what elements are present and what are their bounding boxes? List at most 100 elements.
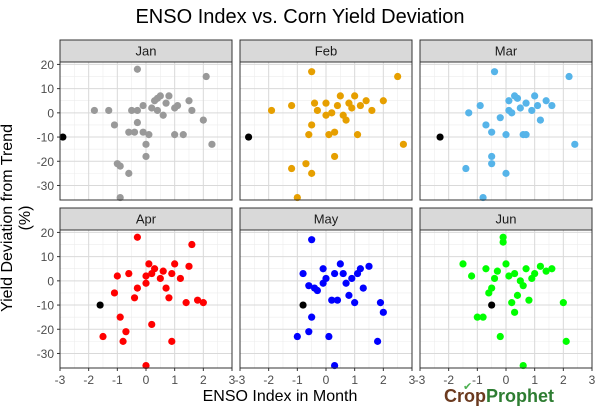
x-tick-label: -3: [415, 373, 426, 387]
x-tick-label: 2: [560, 373, 567, 387]
data-point: [142, 361, 150, 370]
data-point: [322, 111, 330, 119]
data-point: [310, 99, 319, 107]
data-point: [348, 274, 356, 283]
data-point: [536, 262, 545, 270]
data-point: [313, 286, 321, 295]
facet-label-feb: Feb: [315, 44, 337, 59]
data-point: [459, 260, 467, 268]
logo-text-prophet: Prophet: [486, 386, 555, 406]
data-point: [331, 269, 339, 278]
data-point: [348, 104, 356, 112]
highlight-point: [245, 133, 253, 141]
data-point: [479, 193, 487, 202]
data-point: [513, 94, 522, 102]
data-point: [308, 236, 316, 244]
data-point: [148, 104, 156, 112]
data-point: [325, 131, 333, 139]
data-point: [490, 68, 499, 76]
data-point: [142, 279, 150, 287]
data-point: [305, 131, 313, 139]
data-point: [331, 152, 339, 161]
data-point: [156, 274, 164, 283]
data-point: [522, 265, 530, 273]
data-point: [139, 101, 147, 110]
x-tick-label: 0: [143, 373, 150, 387]
x-tick-label: 1: [531, 373, 538, 387]
data-point: [465, 109, 473, 117]
data-point: [333, 101, 342, 110]
y-tick-label: 0: [47, 274, 54, 288]
data-point: [173, 101, 182, 110]
data-point: [528, 106, 536, 115]
y-tick-label: -10: [37, 131, 55, 145]
data-point: [476, 101, 484, 110]
data-point: [130, 294, 139, 302]
data-point: [165, 92, 173, 100]
data-point: [482, 121, 490, 129]
data-point: [394, 72, 402, 81]
data-point: [488, 152, 496, 161]
data-point: [502, 260, 510, 268]
data-point: [525, 296, 533, 304]
x-tick-label: -1: [292, 373, 303, 387]
data-point: [185, 262, 193, 270]
data-point: [519, 282, 527, 290]
data-point: [145, 131, 153, 139]
data-point: [208, 140, 216, 148]
data-point: [536, 116, 545, 124]
data-point: [522, 99, 530, 107]
data-point: [176, 274, 184, 283]
data-point: [499, 238, 507, 246]
data-point: [99, 332, 107, 341]
data-point: [308, 121, 316, 129]
data-point: [548, 265, 556, 273]
data-point: [379, 308, 387, 316]
data-point: [368, 106, 376, 115]
data-point: [493, 267, 501, 275]
cropprophet-logo: ✔ CropProphet: [444, 381, 594, 414]
leaf-icon: ✔: [463, 381, 473, 393]
data-point: [379, 97, 387, 105]
data-point: [165, 294, 173, 302]
data-point: [490, 274, 499, 283]
data-point: [533, 101, 542, 110]
x-tick-label: 2: [200, 373, 207, 387]
data-point: [562, 337, 570, 345]
x-tick-label: -2: [443, 373, 454, 387]
data-point: [145, 260, 153, 268]
data-point: [571, 140, 579, 148]
data-point: [473, 313, 481, 321]
data-point: [159, 111, 167, 119]
data-point: [168, 269, 176, 278]
data-point: [502, 131, 510, 139]
y-tick-label: -30: [37, 347, 55, 361]
data-point: [345, 291, 353, 299]
data-point: [199, 116, 207, 124]
x-tick-label: -2: [83, 373, 94, 387]
panel-border: [239, 61, 413, 201]
data-point: [513, 291, 522, 299]
data-point: [505, 272, 513, 280]
data-point: [510, 269, 519, 278]
data-point: [328, 109, 336, 117]
data-point: [351, 299, 359, 307]
data-point: [133, 118, 141, 127]
data-point: [462, 164, 470, 173]
data-point: [105, 106, 113, 115]
data-point: [331, 128, 339, 136]
logo-text-crop: Crop: [444, 386, 486, 406]
data-point: [293, 193, 301, 202]
data-point: [319, 279, 327, 287]
data-point: [302, 160, 310, 168]
data-point: [130, 128, 139, 136]
data-point: [308, 68, 316, 76]
y-tick-label: -30: [37, 179, 55, 193]
data-point: [319, 265, 327, 273]
data-point: [125, 269, 133, 278]
data-point: [199, 299, 207, 307]
data-point: [122, 328, 130, 336]
data-point: [516, 104, 524, 112]
data-point: [128, 106, 136, 115]
